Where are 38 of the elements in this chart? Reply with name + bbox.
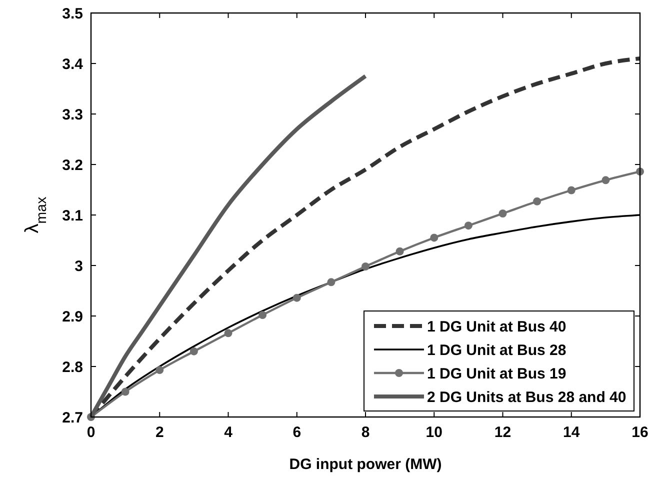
y-tick-label: 2.8 [62,358,83,376]
x-axis-title: DG input power (MW) [289,456,442,473]
x-tick-label: 16 [632,424,648,441]
x-tick-label: 2 [155,424,164,441]
y-tick-label: 3.4 [62,56,84,73]
point [430,234,438,242]
point [224,329,232,338]
y-tick-label: 2.9 [62,308,83,326]
y-tick-label: 3.2 [62,156,83,174]
point [498,209,507,218]
point [396,247,404,256]
point [190,347,198,356]
x-tick-label: 6 [292,424,302,441]
x-tick-label: 4 [224,424,234,441]
point [533,197,542,206]
y-tick-label: 3 [74,258,83,275]
y-tick-label: 3.1 [62,207,83,224]
legend-label: 1 DG Unit at Bus 28 [427,342,566,359]
point [292,294,301,302]
x-tick-label: 0 [86,424,96,441]
point [156,366,164,374]
point [567,186,576,194]
legend-label: 1 DG Unit at Bus 40 [427,318,566,336]
legend-label: 2 DG Units at Bus 28 and 40 [427,388,626,406]
x-tick-label: 10 [426,424,442,441]
x-tick-label: 12 [494,424,512,441]
x-tick-label: 14 [563,424,580,441]
point [327,278,336,286]
y-tick-label: 2.7 [62,409,83,426]
y-tick-label: 3.5 [62,5,83,22]
point [362,262,370,271]
point [602,176,610,184]
point [464,222,472,230]
legend-label: 1 DG Unit at Bus 19 [427,365,566,382]
x-tick-label: 8 [361,424,370,441]
point [258,310,267,319]
y-tick-label: 3.3 [62,106,83,124]
point [121,388,130,396]
